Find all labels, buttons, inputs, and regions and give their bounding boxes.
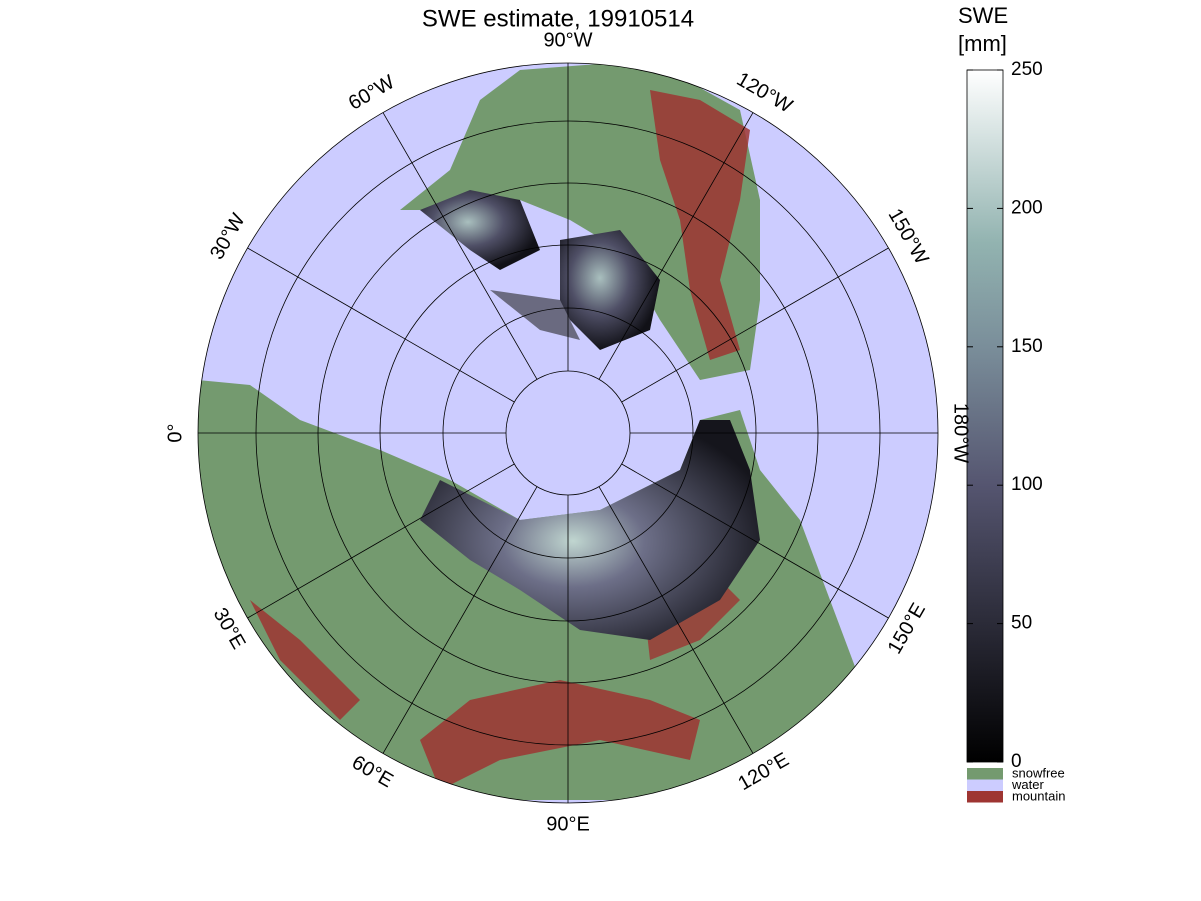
colorbar-tick-label: 250 <box>1011 59 1043 80</box>
mountain-rockies <box>650 90 750 360</box>
meridian <box>621 463 889 619</box>
mountain-europe <box>250 600 360 720</box>
meridian <box>621 247 889 403</box>
legend-label: water <box>1011 777 1044 792</box>
longitude-label: 90°E <box>546 813 590 835</box>
meridian <box>382 112 538 380</box>
colorbar <box>966 69 1004 763</box>
mountain-asia <box>420 680 700 790</box>
snow-eurasia <box>420 420 760 640</box>
snow-labrador <box>420 190 540 270</box>
legend-label: mountain <box>1012 788 1065 803</box>
meridian <box>598 112 754 380</box>
colorbar-tick-label: 0 <box>1011 751 1022 772</box>
longitude-label: 60°E <box>348 751 397 792</box>
meridian <box>598 486 754 754</box>
colorbar-tick-label: 50 <box>1011 613 1032 634</box>
meridian <box>382 486 538 754</box>
snow-arctic <box>560 230 660 350</box>
map-disk <box>198 63 938 803</box>
longitude-label: 90°W <box>543 29 592 51</box>
colorbar-tick-label: 100 <box>1011 474 1043 495</box>
snow-islands <box>490 290 580 340</box>
longitude-label: 180°W <box>950 403 972 463</box>
map-title: SWE estimate, 19910514 <box>422 5 694 32</box>
longitude-label: 0° <box>164 423 186 442</box>
graticule <box>197 62 939 804</box>
colorbar-tick-label: 150 <box>1011 336 1043 357</box>
longitude-label: 30°E <box>209 604 250 653</box>
legend-swatch <box>967 768 1003 780</box>
legend-label: snowfree <box>1012 765 1065 780</box>
colorbar-tick-label: 200 <box>1011 197 1043 218</box>
legend-swatch <box>967 779 1003 791</box>
colorbar-label: SWE <box>958 3 1008 28</box>
colorbar-label: [mm] <box>958 31 1007 56</box>
meridian <box>247 463 515 619</box>
meridian <box>247 247 515 403</box>
legend-swatch <box>967 791 1003 803</box>
